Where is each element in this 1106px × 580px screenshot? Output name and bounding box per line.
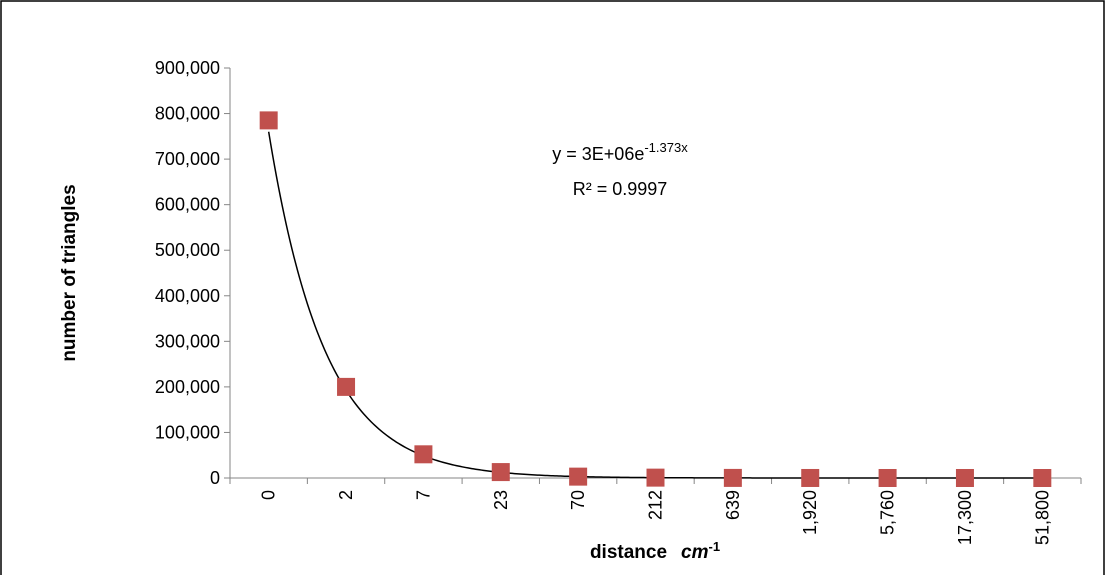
x-tick-label: 212 [646, 490, 666, 520]
y-tick-label: 900,000 [155, 58, 220, 78]
marker [337, 377, 356, 396]
y-tick-label: 700,000 [155, 149, 220, 169]
x-tick-label: 17,300 [955, 490, 975, 545]
marker [491, 463, 510, 482]
y-tick-label: 200,000 [155, 377, 220, 397]
x-axis-unit-exp: -1 [709, 539, 721, 554]
x-tick-label: 7 [413, 490, 433, 500]
equation-exp: -1.373x [644, 140, 688, 155]
y-tick-label: 600,000 [155, 195, 220, 215]
marker [414, 445, 433, 464]
marker [955, 468, 974, 487]
marker [646, 468, 665, 487]
x-tick-label: 639 [723, 490, 743, 520]
y-tick-label: 0 [210, 468, 220, 488]
x-axis-title: distance cm-1 [590, 539, 720, 563]
y-tick-label: 800,000 [155, 104, 220, 124]
x-axis-unit: cm [681, 542, 709, 563]
x-tick-label: 23 [491, 490, 511, 510]
x-tick-label: 70 [568, 490, 588, 510]
x-tick-label: 51,800 [1032, 490, 1052, 545]
x-axis-title-text: distance [590, 542, 667, 563]
x-tick-label: 1,920 [800, 490, 820, 535]
marker [259, 111, 278, 130]
marker [569, 467, 588, 486]
marker [878, 468, 897, 487]
y-axis-title: number of triangles [59, 184, 80, 361]
equation-text: y = 3E+06e [552, 144, 644, 164]
trendline-r2: R² = 0.9997 [573, 179, 668, 199]
marker [801, 468, 820, 487]
x-tick-label: 0 [259, 490, 279, 500]
trendline-equation: y = 3E+06e-1.373x [552, 140, 688, 164]
marker [723, 468, 742, 487]
y-tick-label: 300,000 [155, 331, 220, 351]
y-tick-label: 400,000 [155, 286, 220, 306]
marker [1033, 468, 1052, 487]
x-tick-label: 5,760 [878, 490, 898, 535]
y-tick-label: 500,000 [155, 240, 220, 260]
x-tick-label: 2 [336, 490, 356, 500]
y-tick-label: 100,000 [155, 422, 220, 442]
